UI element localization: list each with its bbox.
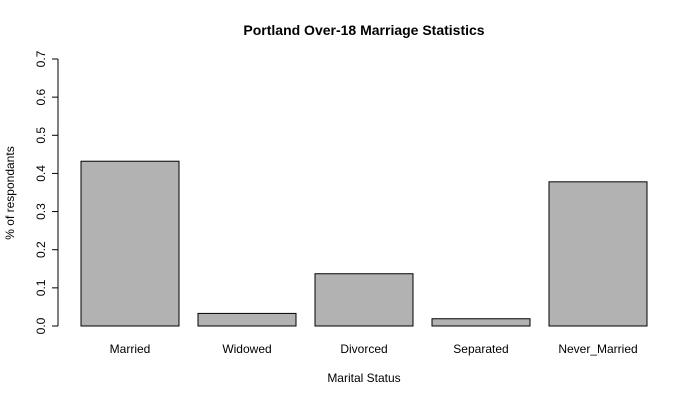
chart-title: Portland Over-18 Marriage Statistics [243,22,484,38]
x-tick-label: Married [110,342,151,356]
x-tick-label: Separated [453,342,508,356]
y-axis-label: % of respondants [3,146,17,239]
x-axis-label: Marital Status [327,371,400,385]
y-tick-label: 0.2 [34,241,48,258]
y-tick-label: 0.4 [34,165,48,182]
x-tick-label: Divorced [340,342,387,356]
bar-never-married [548,181,648,327]
y-tick-label: 0.1 [34,279,48,296]
y-tick-label: 0.0 [34,317,48,334]
bar-married [80,160,180,327]
y-tick-label: 0.3 [34,203,48,220]
x-tick-label: Never_Married [558,342,637,356]
x-tick-label: Widowed [222,342,271,356]
bar-separated [431,318,531,327]
bars-group [80,160,648,327]
bar-divorced [314,273,414,327]
y-axis: 0.0 0.1 0.2 0.3 0.4 0.5 0.6 0.7 [34,50,59,334]
y-tick-label: 0.7 [34,50,48,67]
bar-widowed [197,312,297,327]
x-tick-labels: Married Widowed Divorced Separated Never_Mar… [110,342,638,356]
y-tick-label: 0.6 [34,88,48,105]
y-tick-label: 0.5 [34,127,48,144]
